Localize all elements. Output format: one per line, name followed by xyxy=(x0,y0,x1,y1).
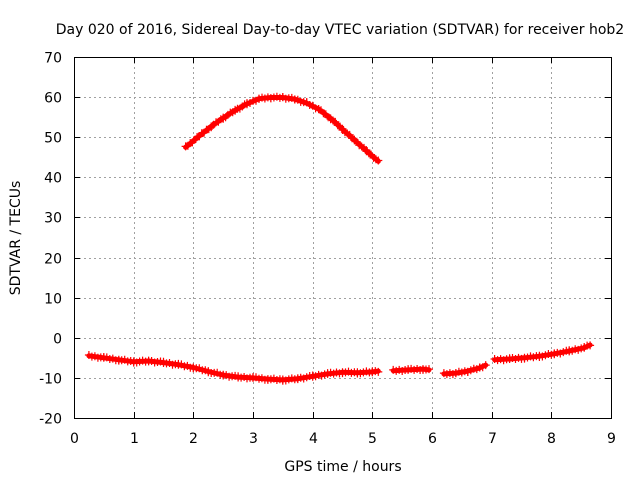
axis-ticks: 0 1 2 3 4 5 6 7 8 9 -20 -10 0 10 20 30 40 50 60 70 xyxy=(39,51,616,448)
data-point xyxy=(374,156,383,165)
x-tick-label: 3 xyxy=(249,431,258,447)
y-tick-label: 20 xyxy=(44,252,62,268)
x-axis-title: GPS time / hours xyxy=(284,459,401,475)
series-arc-1 xyxy=(84,351,383,385)
data-point xyxy=(374,367,383,376)
data-series xyxy=(84,92,595,385)
x-tick-label: 9 xyxy=(607,431,616,447)
data-point xyxy=(586,341,595,350)
series-arc-4 xyxy=(490,341,595,365)
y-tick-label: 70 xyxy=(44,51,62,67)
y-tick-label: 30 xyxy=(44,211,62,227)
chart-title: Day 020 of 2016, Sidereal Day-to-day VTE… xyxy=(56,22,624,38)
y-tick-label: 10 xyxy=(44,292,62,308)
x-tick-label: 4 xyxy=(309,431,318,447)
plot-frame xyxy=(74,57,612,419)
x-tick-label: 0 xyxy=(70,431,79,447)
y-tick-label: -10 xyxy=(39,372,62,388)
x-tick-label: 8 xyxy=(547,431,556,447)
y-axis-title: SDTVAR / TECUs xyxy=(8,181,24,296)
y-tick-label: -20 xyxy=(39,412,62,428)
y-tick-label: 50 xyxy=(44,131,62,147)
data-point xyxy=(481,361,490,370)
y-tick-label: 0 xyxy=(53,332,62,348)
data-point xyxy=(425,365,433,374)
x-tick-label: 2 xyxy=(189,431,198,447)
y-tick-label: 40 xyxy=(44,171,62,187)
series-arc-2 xyxy=(389,364,433,375)
grid-lines xyxy=(74,57,611,418)
x-tick-label: 6 xyxy=(428,431,437,447)
x-tick-label: 1 xyxy=(130,431,139,447)
x-tick-label: 5 xyxy=(368,431,377,447)
series-arc-3 xyxy=(439,361,490,379)
series-arc-high xyxy=(181,92,383,165)
x-tick-label: 7 xyxy=(488,431,497,447)
y-tick-label: 60 xyxy=(44,91,62,107)
